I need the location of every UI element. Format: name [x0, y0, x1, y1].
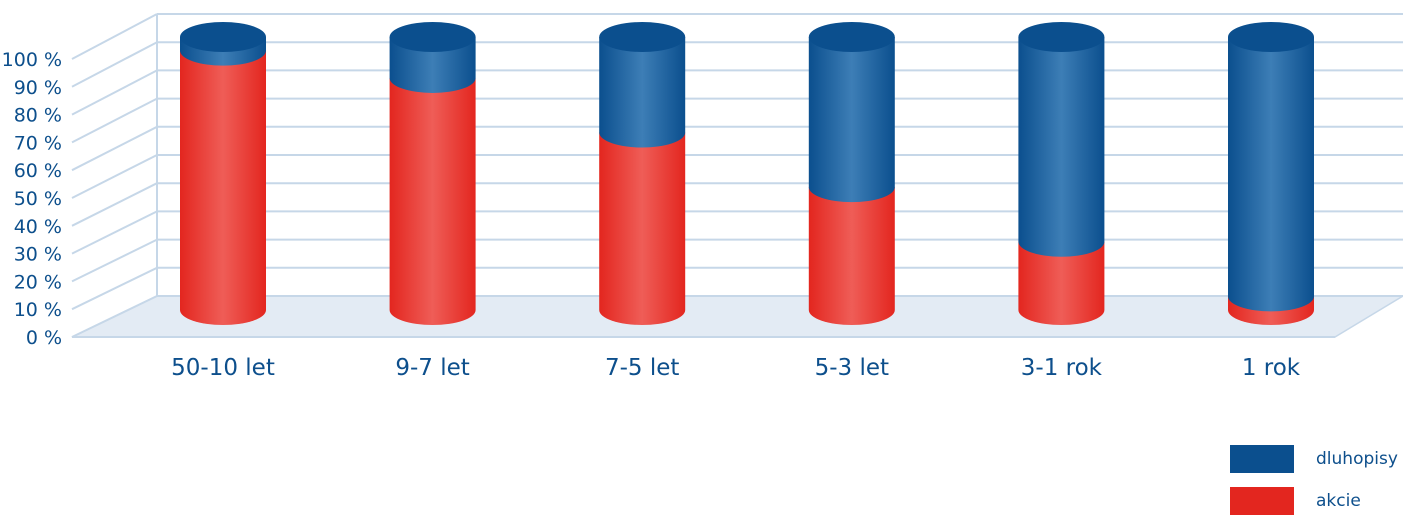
x-category-label: 5-3 let — [815, 355, 889, 381]
bar-top-cap — [599, 22, 686, 52]
gridline-diagonal — [71, 125, 158, 172]
legend-label-dluhopisy: dluhopisy — [1316, 449, 1398, 469]
bar-segment-akcie — [180, 50, 266, 326]
x-category-label: 3-1 rok — [1021, 355, 1103, 381]
y-axis-ticks: 0 % 10 % 20 % 30 % 40 % 50 % 60 % 70 % 80 % 90 % 1… — [2, 49, 62, 349]
gridline-diagonal — [71, 238, 158, 283]
bars — [180, 22, 1314, 326]
gridline-diagonal — [71, 182, 158, 227]
legend-label-akcie: akcie — [1316, 491, 1361, 511]
bar-group — [389, 22, 476, 326]
y-tick-label: 20 % — [14, 271, 62, 293]
bar-segment-dluhopisy — [1018, 37, 1105, 257]
legend-item-akcie: akcie — [1230, 487, 1398, 515]
legend: dluhopisy akcie — [1230, 445, 1398, 529]
y-tick-label: 100 % — [2, 49, 62, 71]
bar-group — [180, 22, 266, 326]
y-tick-label: 50 % — [14, 188, 62, 210]
bar-segment-dluhopisy — [1228, 37, 1314, 312]
bar-segment-dluhopisy — [599, 37, 686, 148]
bar-group — [599, 22, 686, 326]
gridline-diagonal — [71, 210, 158, 255]
bar-segment-akcie — [599, 132, 686, 326]
y-tick-label: 90 % — [14, 77, 62, 99]
y-tick-label: 60 % — [14, 160, 62, 182]
grid — [71, 13, 1403, 338]
y-tick-label: 40 % — [14, 216, 62, 238]
bar-top-cap — [1228, 22, 1314, 52]
gridline-diagonal — [71, 13, 158, 60]
legend-swatch-akcie — [1230, 487, 1294, 515]
y-tick-label: 0 % — [26, 327, 62, 349]
y-tick-label: 70 % — [14, 132, 62, 154]
x-category-label: 1 rok — [1242, 355, 1301, 381]
bar-top-cap — [389, 22, 476, 52]
bar-group — [808, 22, 895, 326]
x-axis-labels: 50-10 let 9-7 let 7-5 let 5-3 let 3-1 rok 1 r… — [171, 355, 1301, 381]
bar-top-cap — [808, 22, 895, 52]
bar-segment-akcie — [389, 77, 476, 326]
bar-segment-akcie — [808, 187, 895, 326]
chart-floor — [71, 295, 1403, 338]
gridline-diagonal — [71, 266, 158, 311]
gridline-diagonal — [71, 295, 158, 338]
x-category-label: 50-10 let — [171, 355, 275, 381]
bar-segment-dluhopisy — [808, 37, 895, 203]
bar-segment-akcie — [1018, 241, 1105, 326]
bar-group — [1228, 22, 1314, 325]
x-category-label: 9-7 let — [395, 355, 469, 381]
gridline-diagonal — [71, 69, 158, 116]
bar-top-cap — [1018, 22, 1105, 52]
bar-segment-dluhopisy — [389, 37, 476, 93]
x-category-label: 7-5 let — [605, 355, 679, 381]
gridline-diagonal — [71, 41, 158, 88]
cylinder-bar-chart: 0 % 10 % 20 % 30 % 40 % 50 % 60 % 70 % 80 % 90 % 1… — [2, 13, 1403, 381]
bar-top-cap — [180, 22, 266, 52]
legend-swatch-dluhopisy — [1230, 445, 1294, 473]
chart-container: 0 % 10 % 20 % 30 % 40 % 50 % 60 % 70 % 80 % 90 % 1… — [2, 13, 1403, 515]
bar-group — [1018, 22, 1105, 326]
legend-item-dluhopisy: dluhopisy — [1230, 445, 1398, 473]
gridline-diagonal — [71, 97, 158, 144]
y-tick-label: 80 % — [14, 105, 62, 127]
gridline-diagonal — [71, 154, 158, 199]
y-tick-label: 10 % — [14, 299, 62, 321]
y-tick-label: 30 % — [14, 244, 62, 266]
